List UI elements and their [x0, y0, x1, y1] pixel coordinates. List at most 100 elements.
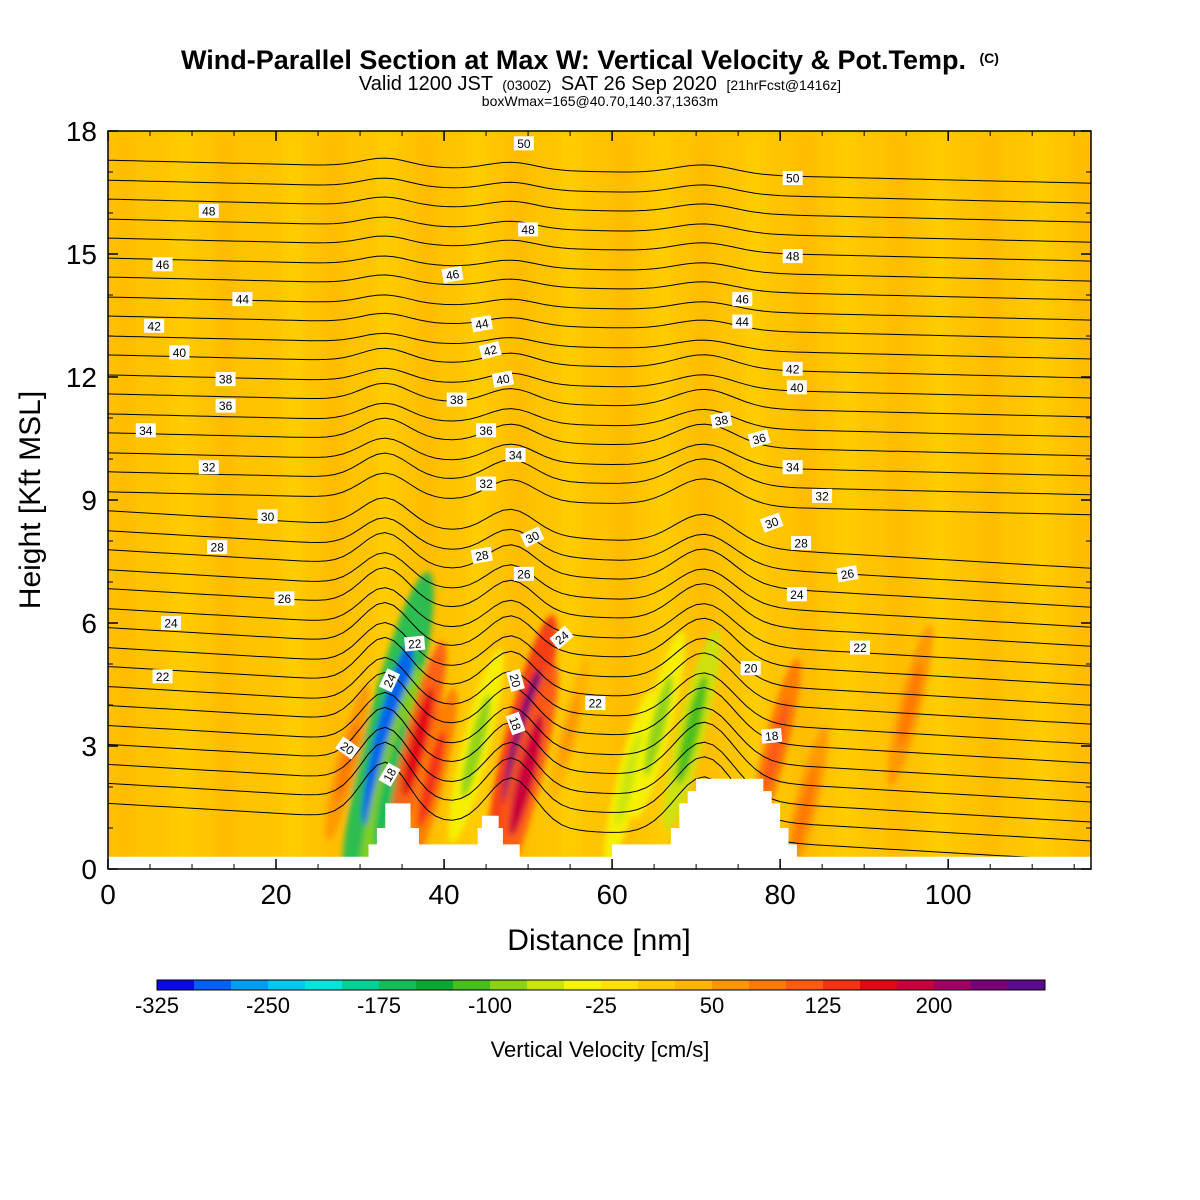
chart-title-mark: (C) [980, 50, 999, 66]
theta-contour-minor [108, 196, 1091, 223]
colorbar-swatch [490, 980, 528, 990]
contour-label: 38 [446, 392, 467, 407]
colorbar-title: Vertical Velocity [cm/s] [491, 1037, 710, 1062]
contour-label-box [491, 370, 514, 388]
contour-label-text: 44 [736, 315, 750, 329]
colorbar-swatch [416, 980, 454, 990]
contour-label-text: 24 [790, 588, 804, 602]
theta-contour-minor [108, 417, 1091, 457]
theta-contour-28 [108, 587, 1091, 667]
background-stripe [930, 131, 950, 869]
velocity-cell [644, 675, 673, 776]
contour-label: 30 [759, 512, 784, 533]
contour-label: 48 [782, 249, 803, 264]
background-stripe [283, 131, 303, 869]
theta-contour-32 [108, 517, 1091, 589]
contour-label: 40 [786, 380, 807, 395]
contour-label-text: 48 [202, 204, 216, 218]
colorbar-swatch [231, 980, 269, 990]
contour-label-text: 24 [381, 671, 399, 689]
theta-contour-44 [108, 294, 1091, 321]
colorbar-swatch [897, 980, 935, 990]
contour-label-text: 50 [517, 137, 531, 151]
y-tick-label: 12 [66, 362, 97, 393]
contour-label: 20 [506, 668, 525, 692]
velocity-cell [417, 730, 446, 828]
contour-label-box [747, 429, 771, 448]
theta-contour-minor [108, 235, 1091, 262]
contour-label: 24 [161, 616, 181, 631]
contour-label: 18 [505, 711, 526, 736]
contour-label-text: 22 [407, 636, 422, 651]
contour-label: 50 [513, 136, 534, 151]
theta-contour-minor [108, 312, 1091, 340]
contour-label: 40 [169, 345, 190, 360]
chart-title: Wind-Parallel Section at Max W: Vertical… [181, 45, 999, 75]
x-tick-label: 60 [597, 879, 628, 910]
contour-label-text: 26 [278, 592, 292, 606]
contour-label: 36 [747, 429, 771, 448]
contour-label: 34 [505, 447, 526, 462]
contour-label: 48 [198, 203, 219, 218]
contour-label-text: 32 [479, 477, 493, 491]
velocity-cell [676, 675, 708, 784]
theta-contour-minor [108, 636, 1091, 725]
contour-label-text: 34 [509, 448, 523, 462]
contour-label-box [759, 512, 784, 533]
colorbar-swatch [268, 980, 306, 990]
theta-contour-minor [108, 347, 1091, 379]
theta-contour-26 [108, 621, 1091, 706]
contour-label-text: 38 [714, 412, 730, 428]
contour-label-text: 18 [506, 715, 524, 733]
contour-label: 32 [476, 476, 497, 491]
colorbar-swatch [157, 980, 195, 990]
contour-label-box [232, 292, 253, 307]
contour-label-text: 42 [786, 362, 800, 376]
y-tick-label: 0 [81, 854, 97, 885]
velocity-cell [762, 699, 790, 793]
contour-label-text: 30 [261, 510, 275, 524]
contour-label-box [207, 540, 228, 555]
theta-contour-36 [108, 437, 1091, 477]
contour-label-box [152, 669, 173, 684]
chart-title-text: Wind-Parallel Section at Max W: Vertical… [181, 45, 966, 75]
theta-contour-minor [108, 601, 1091, 686]
contour-label: 34 [782, 460, 803, 475]
contour-label: 28 [470, 546, 493, 564]
contour-label-text: 36 [751, 430, 768, 447]
colorbar-swatch [527, 980, 565, 990]
contour-label: 46 [441, 265, 464, 284]
valid-time: Valid 1200 JST [359, 73, 493, 95]
contour-label: 30 [257, 509, 278, 524]
contour-label-box [144, 318, 165, 333]
contour-label-text: 46 [156, 258, 170, 272]
contour-label: 24 [378, 668, 401, 693]
contour-label-box [732, 314, 753, 329]
colorbar-swatch [786, 980, 824, 990]
contour-label-text: 38 [219, 373, 233, 387]
velocity-cell [793, 764, 818, 851]
y-axis-title: Height [Kft MSL] [14, 391, 47, 609]
contour-label-box [441, 265, 464, 284]
contour-label-box [782, 460, 803, 475]
contour-label-box [378, 762, 401, 787]
theta-contours [108, 157, 1091, 862]
contour-label-box [761, 727, 783, 744]
y-tick-label: 3 [81, 731, 97, 762]
velocity-cell [509, 713, 544, 836]
forecast-info: [21hrFcst@1416z] [726, 77, 841, 93]
contour-label-text: 42 [148, 319, 162, 333]
velocity-cell [362, 642, 414, 825]
background-stripe [611, 131, 630, 869]
contour-label-box [198, 460, 219, 475]
contour-label: 34 [135, 423, 156, 438]
contour-label-box [782, 249, 803, 264]
contour-label-box [782, 171, 803, 186]
contour-label-text: 28 [794, 537, 808, 551]
chart-valid-line: Valid 1200 JST (0300Z) SAT 26 Sep 2020 [… [359, 73, 841, 95]
contour-label-box [812, 488, 833, 503]
x-tick-label: 40 [428, 879, 459, 910]
contour-label: 22 [152, 669, 173, 684]
colorbar [156, 979, 1046, 991]
theta-contour-34 [108, 472, 1091, 516]
